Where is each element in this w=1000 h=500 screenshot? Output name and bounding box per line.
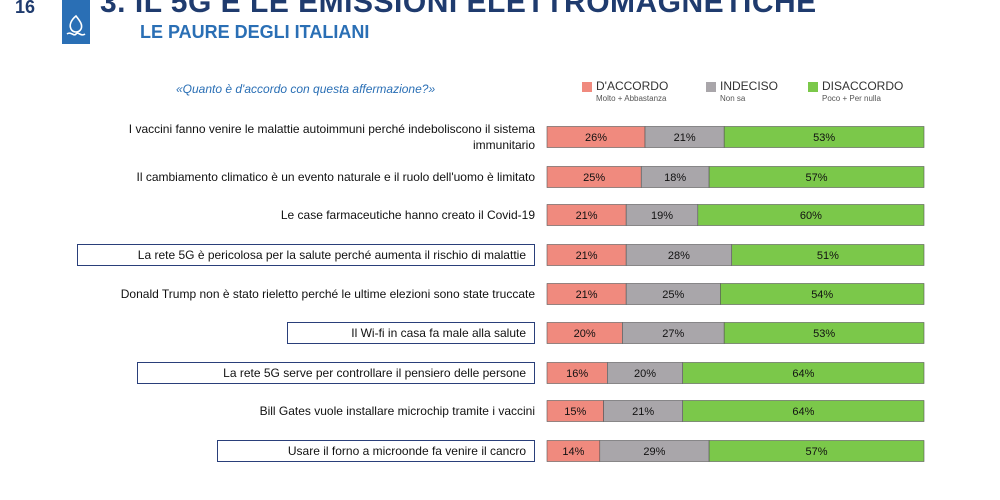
data-label-accordo: 20% — [574, 328, 596, 340]
data-label-disaccordo: 64% — [792, 406, 814, 418]
row-label: Donald Trump non è stato rieletto perché… — [120, 287, 535, 301]
data-label-disaccordo: 53% — [813, 132, 835, 144]
legend-swatch-accordo — [582, 82, 592, 92]
data-label-indeciso: 27% — [662, 328, 684, 340]
chart-question: «Quanto è d'accordo con questa affermazi… — [176, 82, 436, 96]
data-label-disaccordo: 51% — [817, 250, 839, 262]
data-label-accordo: 25% — [583, 172, 605, 184]
data-label-accordo: 21% — [576, 289, 598, 301]
legend-label-indeciso: INDECISO — [720, 79, 779, 93]
bar-disaccordo — [720, 283, 925, 305]
data-label-disaccordo: 60% — [800, 210, 822, 222]
bar-disaccordo — [708, 166, 925, 188]
page-subtitle: LE PAURE DEGLI ITALIANI — [140, 22, 370, 42]
data-label-indeciso: 21% — [674, 132, 696, 144]
row-label: Le case farmaceutiche hanno creato il Co… — [280, 208, 535, 222]
data-label-indeciso: 20% — [634, 368, 656, 380]
data-label-indeciso: 25% — [662, 289, 684, 301]
brand-logo — [62, 0, 90, 44]
data-label-accordo: 26% — [585, 132, 607, 144]
data-label-indeciso: 21% — [632, 406, 654, 418]
legend-sublabel-disaccordo: Poco + Per nulla — [822, 94, 881, 103]
data-label-disaccordo: 57% — [806, 172, 828, 184]
data-label-disaccordo: 54% — [811, 289, 833, 301]
bar-disaccordo — [723, 322, 925, 344]
row-label: Il Wi-fi in casa fa male alla salute — [287, 322, 535, 344]
legend-label-disaccordo: DISACCORDO — [822, 79, 904, 93]
bar-disaccordo — [708, 440, 925, 462]
row-label: Il cambiamento climatico è un evento nat… — [136, 170, 536, 184]
wave-logo-icon — [66, 14, 86, 36]
data-label-disaccordo: 53% — [813, 328, 835, 340]
row-label: La rete 5G è pericolosa per la salute pe… — [77, 244, 535, 266]
data-label-indeciso: 18% — [664, 172, 686, 184]
legend-sublabel-accordo: Molto + Abbastanza — [596, 94, 667, 103]
data-label-accordo: 21% — [576, 250, 598, 262]
bar-disaccordo — [731, 244, 925, 266]
data-label-disaccordo: 57% — [806, 446, 828, 458]
data-label-indeciso: 19% — [651, 210, 673, 222]
data-label-indeciso: 28% — [668, 250, 690, 262]
bar-disaccordo — [682, 362, 925, 384]
row-label: Usare il forno a microonde fa venire il … — [217, 440, 535, 462]
legend-label-accordo: D'ACCORDO — [596, 79, 669, 93]
bar-disaccordo — [682, 400, 925, 422]
data-label-disaccordo: 64% — [792, 368, 814, 380]
bar-disaccordo — [723, 126, 925, 148]
data-label-accordo: 14% — [562, 446, 584, 458]
bar-disaccordo — [697, 204, 925, 226]
row-label: Bill Gates vuole installare microchip tr… — [259, 404, 535, 418]
data-label-accordo: 15% — [564, 406, 586, 418]
data-label-indeciso: 29% — [643, 446, 665, 458]
legend-swatch-indeciso — [706, 82, 716, 92]
page-title: 3. IL 5G E LE EMISSIONI ELETTROMAGNETICH… — [100, 0, 817, 19]
row-label: I vaccini fanno venire le malattie autoi… — [128, 122, 535, 152]
legend-swatch-disaccordo — [808, 82, 818, 92]
page-number: 16 — [15, 0, 36, 17]
row-label: La rete 5G serve per controllare il pens… — [137, 362, 535, 384]
legend-sublabel-indeciso: Non sa — [720, 94, 746, 103]
data-label-accordo: 16% — [566, 368, 588, 380]
data-label-accordo: 21% — [576, 210, 598, 222]
